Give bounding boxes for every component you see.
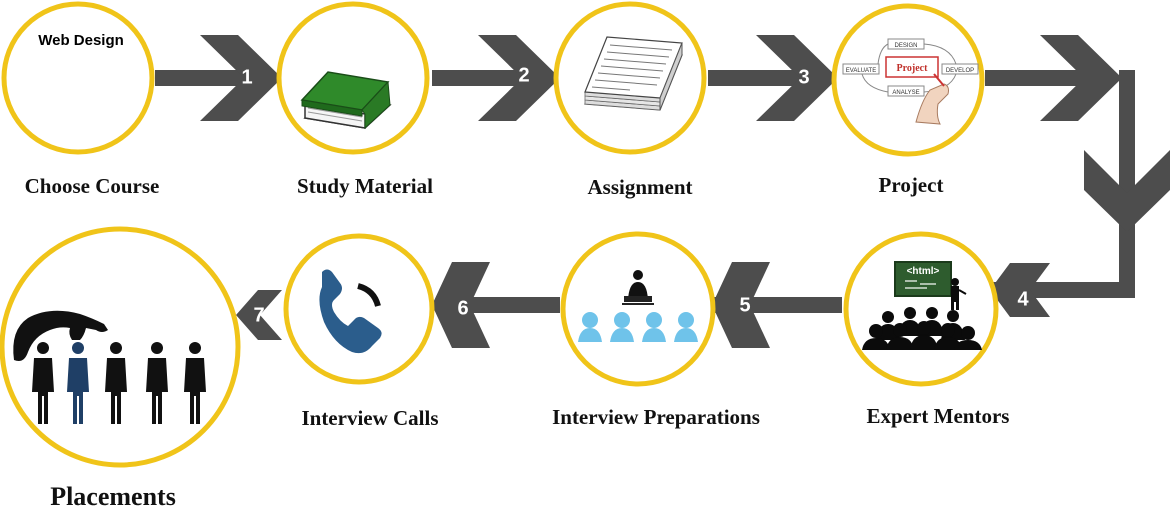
- cycle-box-bottom: [887, 85, 925, 97]
- step-label-study-material: Study Material: [297, 174, 433, 198]
- chevron-arrow-4: [990, 263, 1050, 317]
- step-circle-5: [560, 231, 716, 387]
- cycle-box-left: [842, 63, 880, 75]
- cycle-box-right: [941, 63, 979, 75]
- chevron-arrow-3: [756, 35, 838, 121]
- step-label-choose-course: Choose Course: [24, 174, 160, 198]
- step-number-2: 2: [518, 64, 530, 87]
- step-number-3: 3: [798, 66, 810, 89]
- step-label-interview-preparations: Interview Preparations: [552, 405, 760, 429]
- step-number-6: 6: [457, 297, 469, 320]
- connector-bar-2: [432, 70, 542, 86]
- cycle-label-left: EVALUATE: [846, 68, 876, 74]
- candidate-heads: [578, 312, 698, 342]
- chalkboard: [894, 261, 952, 297]
- step-label-assignment: Assignment: [587, 175, 693, 199]
- cycle-label-center: Project: [897, 63, 929, 74]
- connector-bar-1: [155, 70, 265, 86]
- paper-stack-icon: [584, 36, 683, 111]
- step-label-expert-mentors: Expert Mentors: [866, 404, 1010, 428]
- step-number-4: 4: [1017, 288, 1029, 311]
- chalkboard-text: <html>: [907, 266, 940, 277]
- step-circle-6: [283, 233, 435, 385]
- chevron-arrow-6: [432, 262, 490, 348]
- chevron-arrow-5: [712, 262, 770, 348]
- connector-bar-corner-top: [985, 70, 1105, 86]
- hand-with-pen-icon: [915, 83, 949, 125]
- step-label-interview-calls: Interview Calls: [301, 406, 439, 430]
- step-label-project: Project: [878, 173, 944, 197]
- course-inner-text: Web Design: [38, 32, 124, 49]
- chevron-arrow-7: [236, 290, 282, 340]
- step-label-placements: Placements: [50, 482, 176, 511]
- step-number-5: 5: [739, 294, 751, 317]
- step-number-7: 7: [253, 304, 265, 327]
- chevron-arrow-1: [200, 35, 282, 121]
- phone-icon: [319, 269, 382, 354]
- cycle-label-top: DESIGN: [894, 43, 917, 49]
- classroom-icon: <html>: [862, 261, 982, 350]
- step-circle-1: [1, 1, 155, 155]
- chevron-arrow-down: [1084, 150, 1170, 232]
- interview-panel-icon: [578, 270, 698, 342]
- cycle-label-bottom: ANALYSE: [892, 90, 919, 96]
- audience-silhouettes: [862, 307, 982, 350]
- step-circle-project: [831, 3, 985, 157]
- step-number-1: 1: [241, 66, 253, 89]
- project-cycle-icon: DESIGN EVALUATE DEVELOP ANALYSE Project: [842, 38, 979, 125]
- green-book-icon: [300, 71, 392, 130]
- cycle-box-center: [885, 56, 939, 78]
- connector-bar-vertical: [1119, 70, 1135, 296]
- hand-picking-people-icon: [13, 310, 206, 424]
- chevron-arrow-2: [478, 35, 560, 121]
- chevron-arrow-corner-right: [1040, 35, 1122, 121]
- cycle-label-right: DEVELOP: [946, 68, 974, 74]
- step-circle-4: [843, 231, 999, 387]
- connector-bar-3: [708, 70, 818, 86]
- standing-people-silhouettes: [32, 342, 206, 424]
- selected-person-silhouette: [67, 342, 89, 424]
